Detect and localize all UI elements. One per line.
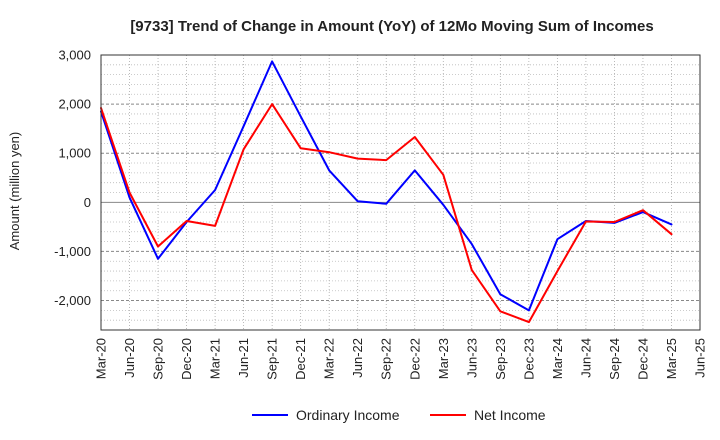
x-tick-label: Dec-21 bbox=[293, 338, 308, 380]
x-tick-label: Jun-20 bbox=[122, 338, 137, 378]
x-tick-label: Sep-23 bbox=[493, 338, 508, 380]
ordinary-income-line bbox=[100, 60, 673, 312]
legend-label: Ordinary Income bbox=[296, 407, 400, 423]
y-axis-label: Amount (million yen) bbox=[7, 132, 22, 251]
legend: Ordinary Income Net Income bbox=[252, 407, 546, 423]
tick-labels: 3,000 2,000 1,000 0 -1,000 -2,000 Mar-20 Jun-20… bbox=[54, 48, 707, 380]
x-tick-label: Sep-21 bbox=[265, 338, 280, 380]
y-tick-label: 1,000 bbox=[58, 146, 91, 161]
y-tick-label: 0 bbox=[84, 195, 91, 210]
x-tick-label: Mar-22 bbox=[322, 338, 337, 379]
y-tick-label: -1,000 bbox=[54, 244, 91, 259]
x-tick-label: Jun-22 bbox=[350, 338, 365, 378]
x-tick-label: Dec-24 bbox=[635, 338, 650, 380]
x-tick-label: Mar-20 bbox=[94, 338, 109, 379]
x-tick-label: Jun-23 bbox=[464, 338, 479, 378]
y-tick-label: 2,000 bbox=[58, 97, 91, 112]
x-tick-label: Sep-20 bbox=[151, 338, 166, 380]
chart-title: [9733] Trend of Change in Amount (YoY) o… bbox=[130, 18, 653, 35]
x-tick-label: Dec-22 bbox=[407, 338, 422, 380]
x-tick-label: Jun-25 bbox=[693, 338, 708, 378]
legend-label: Net Income bbox=[474, 407, 546, 423]
x-tick-label: Sep-22 bbox=[379, 338, 394, 380]
grid bbox=[100, 54, 701, 330]
y-tick-label: 3,000 bbox=[58, 48, 91, 63]
x-tick-label: Dec-23 bbox=[521, 338, 536, 380]
net-income-line bbox=[100, 103, 673, 324]
x-tick-label: Jun-21 bbox=[236, 338, 251, 378]
x-tick-label: Dec-20 bbox=[179, 338, 194, 380]
x-tick-label: Mar-21 bbox=[208, 338, 223, 379]
x-tick-label: Mar-24 bbox=[550, 338, 565, 379]
series-lines bbox=[100, 60, 673, 324]
x-tick-label: Mar-23 bbox=[436, 338, 451, 379]
y-tick-label: -2,000 bbox=[54, 293, 91, 308]
plot-frame bbox=[100, 54, 701, 331]
x-tick-label: Jun-24 bbox=[578, 338, 593, 378]
x-tick-label: Mar-25 bbox=[664, 338, 679, 379]
x-tick-label: Sep-24 bbox=[607, 338, 622, 380]
